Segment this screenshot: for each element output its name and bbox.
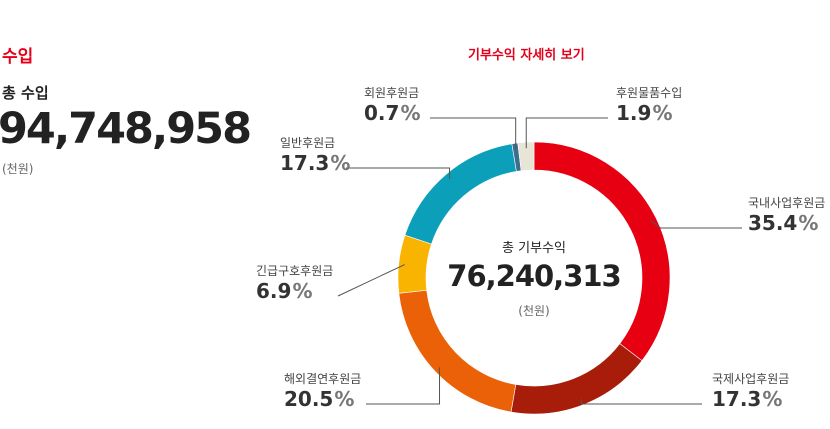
center-label: 총 기부수익	[502, 241, 566, 256]
category-name-6: 회원후원금	[364, 86, 420, 100]
category-name-1: 국내사업후원금	[748, 196, 826, 210]
leader-line-2	[580, 399, 702, 405]
slice-5	[404, 143, 517, 245]
category-value-5: 17.3%	[280, 151, 350, 175]
leader-line-3	[366, 367, 441, 405]
category-name-2: 국제사업후원금	[712, 372, 790, 386]
total-income-label: 총 수입	[2, 84, 49, 102]
chart-title[interactable]: 기부수익 자세히 보기	[468, 48, 585, 63]
category-name-5: 일반후원금	[280, 136, 336, 150]
slice-4	[397, 234, 432, 294]
leader-line-1	[650, 220, 742, 229]
percent-sign: %	[762, 387, 783, 411]
category-percent-number: 1.9	[616, 101, 652, 125]
percent-sign: %	[330, 151, 351, 175]
slice-3	[398, 289, 517, 413]
donut-slices	[397, 141, 671, 415]
category-value-6: 0.7%	[364, 101, 420, 125]
leader-lines	[337, 117, 742, 405]
total-income-value: 94,748,958	[0, 104, 252, 154]
slice-1	[533, 141, 671, 362]
percent-sign: %	[652, 101, 673, 125]
category-name-7: 후원물품수입	[616, 86, 683, 100]
category-percent-number: 0.7	[364, 101, 400, 125]
leader-line-4	[337, 264, 405, 297]
percent-sign: %	[400, 101, 421, 125]
slice-2	[510, 343, 643, 415]
category-percent-number: 20.5	[284, 387, 334, 411]
category-value-7: 1.9%	[616, 101, 672, 125]
percent-sign: %	[798, 211, 819, 235]
category-percent-number: 17.3	[280, 151, 330, 175]
category-value-4: 6.9%	[256, 279, 312, 303]
section-title: 수입	[2, 47, 34, 67]
category-percent-number: 35.4	[748, 211, 798, 235]
category-name-3: 해외결연후원금	[284, 372, 362, 386]
leader-line-7	[525, 117, 608, 149]
category-value-1: 35.4%	[748, 211, 818, 235]
leader-line-5	[346, 167, 451, 180]
percent-sign: %	[292, 279, 313, 303]
center-unit: (천원)	[518, 304, 550, 318]
category-percent-number: 6.9	[256, 279, 292, 303]
category-value-3: 20.5%	[284, 387, 354, 411]
category-value-2: 17.3%	[712, 387, 782, 411]
slice-7	[517, 141, 535, 172]
category-name-4: 긴급구호후원금	[256, 264, 334, 278]
category-percent-number: 17.3	[712, 387, 762, 411]
total-income-unit: (천원)	[2, 162, 34, 176]
percent-sign: %	[334, 387, 355, 411]
center-value: 76,240,313	[447, 259, 621, 293]
leader-line-6	[430, 117, 517, 150]
